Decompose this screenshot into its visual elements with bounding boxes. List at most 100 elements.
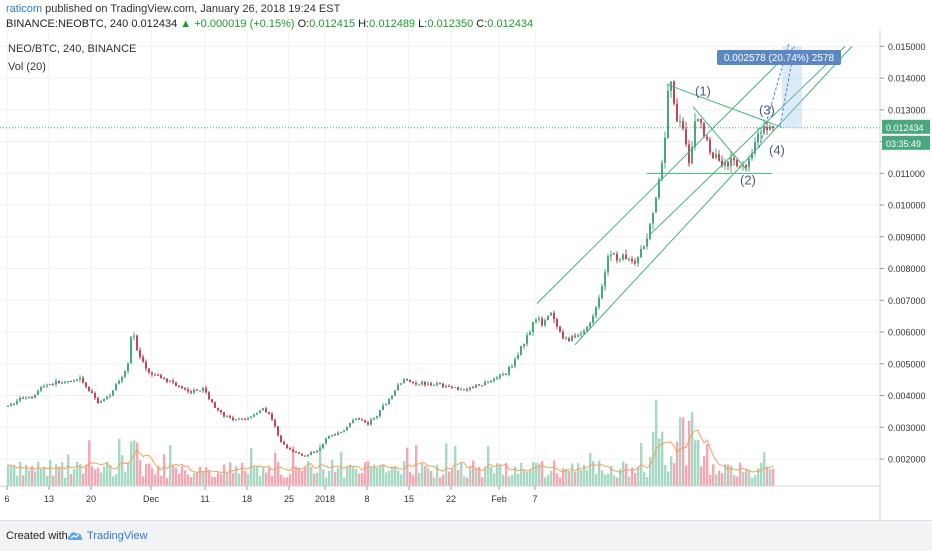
volume-bar [103, 466, 106, 486]
candle-body [313, 452, 315, 454]
candle-body [109, 395, 111, 397]
volume-bar [580, 469, 583, 486]
candle-body [610, 254, 612, 257]
volume-bar [331, 460, 334, 486]
volume-bar [514, 466, 517, 486]
volume-bar [10, 465, 13, 486]
volume-bar [334, 471, 337, 486]
candle-body [580, 333, 582, 336]
volume-bar [58, 466, 61, 486]
candle-body [31, 397, 33, 399]
candle-body [40, 387, 42, 391]
candle-body [379, 410, 381, 417]
candle-body [118, 381, 120, 384]
volume-bar [274, 452, 277, 486]
candle-body [271, 413, 273, 420]
candle-body [46, 385, 48, 387]
volume-bar [181, 466, 184, 486]
time-axis[interactable]: 6 13 20 Dec 11 18 25 2018 8 15 22 Feb 7 [4, 486, 538, 504]
candle-body [343, 430, 345, 432]
candle-body [304, 455, 306, 457]
candle-body [514, 359, 516, 367]
candle-body [631, 259, 633, 262]
candle-body [490, 381, 492, 383]
volume-bar [556, 473, 559, 486]
volume-bar [148, 463, 151, 486]
candle-body [70, 381, 72, 383]
drawings: 0.002578 (20.74%) 2578 (1) (2) (3) (4) [0, 43, 880, 346]
candle-body [124, 371, 126, 377]
volume-bar [742, 471, 745, 486]
volume-bar [439, 477, 442, 486]
volume-bar [538, 463, 541, 486]
volume-bar [64, 477, 67, 486]
volume-bar [352, 465, 355, 486]
author-link[interactable]: raticom [6, 3, 43, 15]
volume-bar [229, 462, 232, 486]
candle-body [310, 452, 312, 455]
candle-body [58, 380, 60, 384]
candle-body [175, 382, 177, 386]
volume-bar [565, 469, 568, 486]
volume-bar [46, 476, 49, 486]
candle-body [25, 397, 27, 399]
volume-bar [469, 466, 472, 486]
volume-bar [34, 471, 37, 486]
price-axis[interactable]: 0.0150000.0140000.0130000.0120000.011000… [880, 42, 930, 465]
volume-bar [109, 464, 112, 486]
candle-body [286, 444, 288, 449]
candle-body [22, 397, 24, 399]
volume-bar [529, 469, 532, 486]
volume-bar [523, 470, 526, 486]
candle-body [682, 121, 684, 129]
candle-body [328, 435, 330, 439]
candle-body [289, 448, 291, 450]
candle-body [7, 405, 9, 407]
volume-bar [454, 445, 457, 486]
candle-body [400, 383, 402, 385]
current-price-label: 0.012434 [886, 123, 924, 133]
candles [7, 80, 774, 458]
candle-body [157, 374, 159, 376]
candle-body [412, 381, 414, 383]
candle-body [88, 386, 90, 392]
price-tick-label: 0.005000 [888, 359, 926, 369]
candle-body [28, 397, 30, 399]
volume-bar [85, 464, 88, 486]
price-chart[interactable]: 0.002578 (20.74%) 2578 (1) (2) (3) (4) 0.015… [0, 30, 932, 520]
candle-body [250, 416, 252, 418]
candle-body [193, 389, 195, 393]
volume-bar [328, 470, 331, 486]
price-tick-label: 0.003000 [888, 423, 926, 433]
volume-bar [574, 472, 577, 486]
volume-bar [619, 468, 622, 486]
candle-body [130, 336, 132, 364]
volume-bar [271, 475, 274, 486]
candle-body [307, 454, 309, 457]
volume-bar [145, 463, 148, 486]
volume-bar [154, 474, 157, 486]
candle-body [394, 390, 396, 396]
volume-bar [121, 455, 124, 486]
time-tick-label: 22 [446, 494, 456, 504]
volume-bar [199, 466, 202, 486]
volume-bar [463, 476, 466, 486]
candle-body [268, 412, 270, 414]
volume-bar [730, 465, 733, 486]
volume-bar [637, 466, 640, 486]
candle-body [496, 377, 498, 379]
grid [0, 30, 880, 486]
volume-bar [433, 477, 436, 486]
candle-body [724, 161, 726, 166]
volume-bar [508, 476, 511, 486]
volume-bar [16, 475, 19, 486]
candle-body [409, 379, 411, 382]
volume-bar [568, 471, 571, 486]
volume-bar [505, 462, 508, 486]
volume-bar [769, 469, 772, 486]
pair-legend: NEO/BTC, 240, BINANCE [8, 43, 136, 55]
tradingview-link[interactable]: TradingView [87, 530, 148, 542]
volume-bar [367, 461, 370, 486]
volume-bar [295, 466, 298, 486]
candle-body [190, 391, 192, 393]
